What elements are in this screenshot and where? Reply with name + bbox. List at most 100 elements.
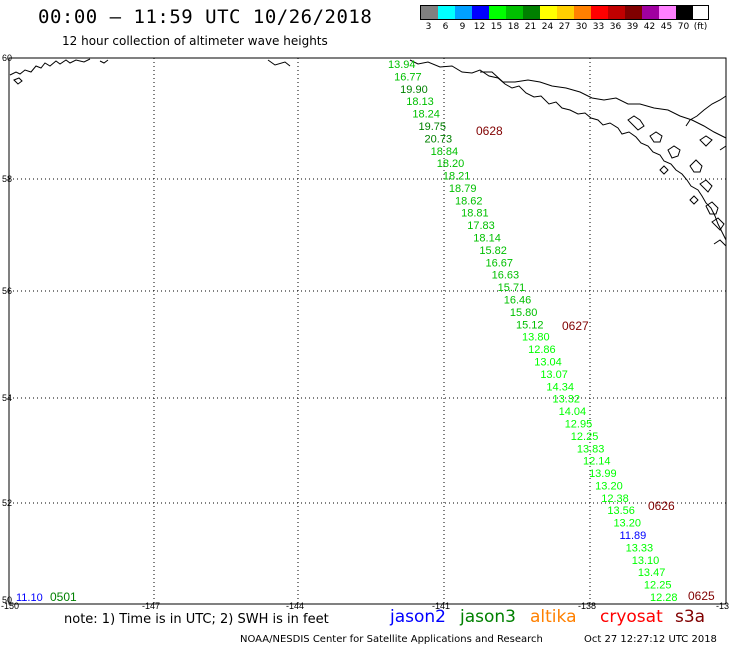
wave-height-value: 19.90 [400,84,428,96]
wave-height-value: 13.94 [388,59,416,71]
wave-height-value: 12.86 [528,344,556,356]
wave-height-value: 18.13 [406,96,434,108]
wave-height-value: 15.12 [516,319,544,331]
latitude-label: 54 [2,393,12,403]
legend-unit: (ft) [693,22,708,32]
legend-swatch [540,6,557,19]
legend-label: 45 [660,22,673,32]
credit-line: NOAA/NESDIS Center for Satellite Applica… [240,634,543,645]
legend-label: 9 [459,22,466,32]
longitude-label: -144 [286,601,304,611]
wave-height-value: 12.25 [644,580,672,592]
legend-label: 12 [473,22,486,32]
graticule [9,58,726,604]
satellite-jason2-label: jason2 [390,607,446,627]
wave-height-value: 18.21 [443,171,471,183]
wave-height-value: 15.80 [510,307,538,319]
wave-height-value: 17.83 [467,220,495,232]
longitude-label: -147 [142,601,160,611]
graticule-labels: 60 58 56 54 52 50-150 -147 -144 -141 -138 -13 [1,53,729,611]
satellite-altika-label: altika [530,607,577,627]
corner-pass-time: 0501 [50,590,77,604]
generated-timestamp: Oct 27 12:27:12 UTC 2018 [584,634,717,645]
corner-wave-value: 11.10 [16,592,43,604]
legend-swatch [608,6,625,19]
wave-height-value: 18.20 [437,158,465,170]
altimeter-track: 13.9416.7719.9018.1318.2419.7520.7318.84… [16,59,715,604]
wave-height-value: 18.62 [455,195,483,207]
legend-swatch [472,6,489,19]
coastline-alaska [267,59,727,247]
wave-height-value: 18.24 [412,109,440,121]
satellite-cryosat-label: cryosat [600,607,663,627]
latitude-label: 58 [2,174,12,184]
wave-height-value: 19.75 [418,121,446,133]
latitude-label: 56 [2,286,12,296]
legend-label: 6 [442,22,449,32]
legend-swatch [625,6,642,19]
pass-time-label: 0626 [648,499,675,513]
pass-time-label: 0625 [688,589,715,603]
legend-swatch [676,6,693,19]
wave-height-value: 12.14 [583,456,611,468]
legend-swatches [420,5,709,20]
wave-height-value: 13.20 [613,518,641,530]
latitude-label: 60 [2,53,12,63]
pass-time-label: 0628 [476,124,503,138]
satellite-s3a-label: s3a [675,607,706,627]
wave-height-value: 12.38 [601,493,629,505]
wave-height-value: 16.77 [394,71,422,83]
wave-height-value: 18.14 [473,233,501,245]
wave-height-value: 16.63 [492,270,520,282]
legend-swatch [506,6,523,19]
legend-label: 18 [507,22,520,32]
legend-label: 30 [575,22,588,32]
wave-height-value: 14.04 [559,406,587,418]
legend-label: 42 [643,22,656,32]
wave-height-value: 13.20 [595,480,623,492]
pass-time-label: 0627 [562,319,589,333]
legend-swatch [557,6,574,19]
legend-label: 33 [592,22,605,32]
wave-height-value: 13.10 [632,555,660,567]
legend-swatch [523,6,540,19]
wave-height-value: 18.84 [431,146,459,158]
wave-height-value: 11.89 [620,530,647,542]
legend-swatch [591,6,608,19]
wave-height-value: 13.99 [589,468,617,480]
map-title: 00:00 – 11:59 UTC 10/26/2018 [38,6,373,28]
wave-height-value: 13.80 [522,332,550,344]
longitude-label: -13 [716,601,729,611]
wave-height-value: 13.47 [638,567,666,579]
wave-height-value: 12.28 [650,592,678,604]
wave-height-value: 15.82 [479,245,507,257]
wave-height-value: 18.81 [461,208,489,220]
legend-swatch [438,6,455,19]
legend-swatch [455,6,472,19]
legend-label: 27 [558,22,571,32]
map-subtitle: 12 hour collection of altimeter wave hei… [62,34,328,48]
wave-height-value: 15.71 [498,282,526,294]
legend-label: 15 [490,22,503,32]
latitude-label: 52 [2,498,12,508]
wave-height-value: 14.34 [546,381,574,393]
longitude-label: -150 [1,601,19,611]
wave-height-value: 13.83 [577,443,605,455]
wave-height-value: 13.04 [534,356,562,368]
wave-height-value: 18.79 [449,183,477,195]
wave-height-value: 16.67 [485,257,513,269]
legend-swatch [421,6,438,19]
legend-label: 39 [626,22,639,32]
wave-height-value: 20.73 [425,133,453,145]
legend-label: 24 [541,22,554,32]
wave-height-value: 16.46 [504,295,532,307]
coastline-kodiak [9,58,109,85]
legend-label: 21 [524,22,537,32]
legend-swatch [489,6,506,19]
wave-height-value: 13.07 [540,369,568,381]
wave-height-value: 13.32 [553,394,581,406]
legend-label: 70 [677,22,690,32]
longitude-label: -138 [578,601,596,611]
legend-swatch [642,6,659,19]
